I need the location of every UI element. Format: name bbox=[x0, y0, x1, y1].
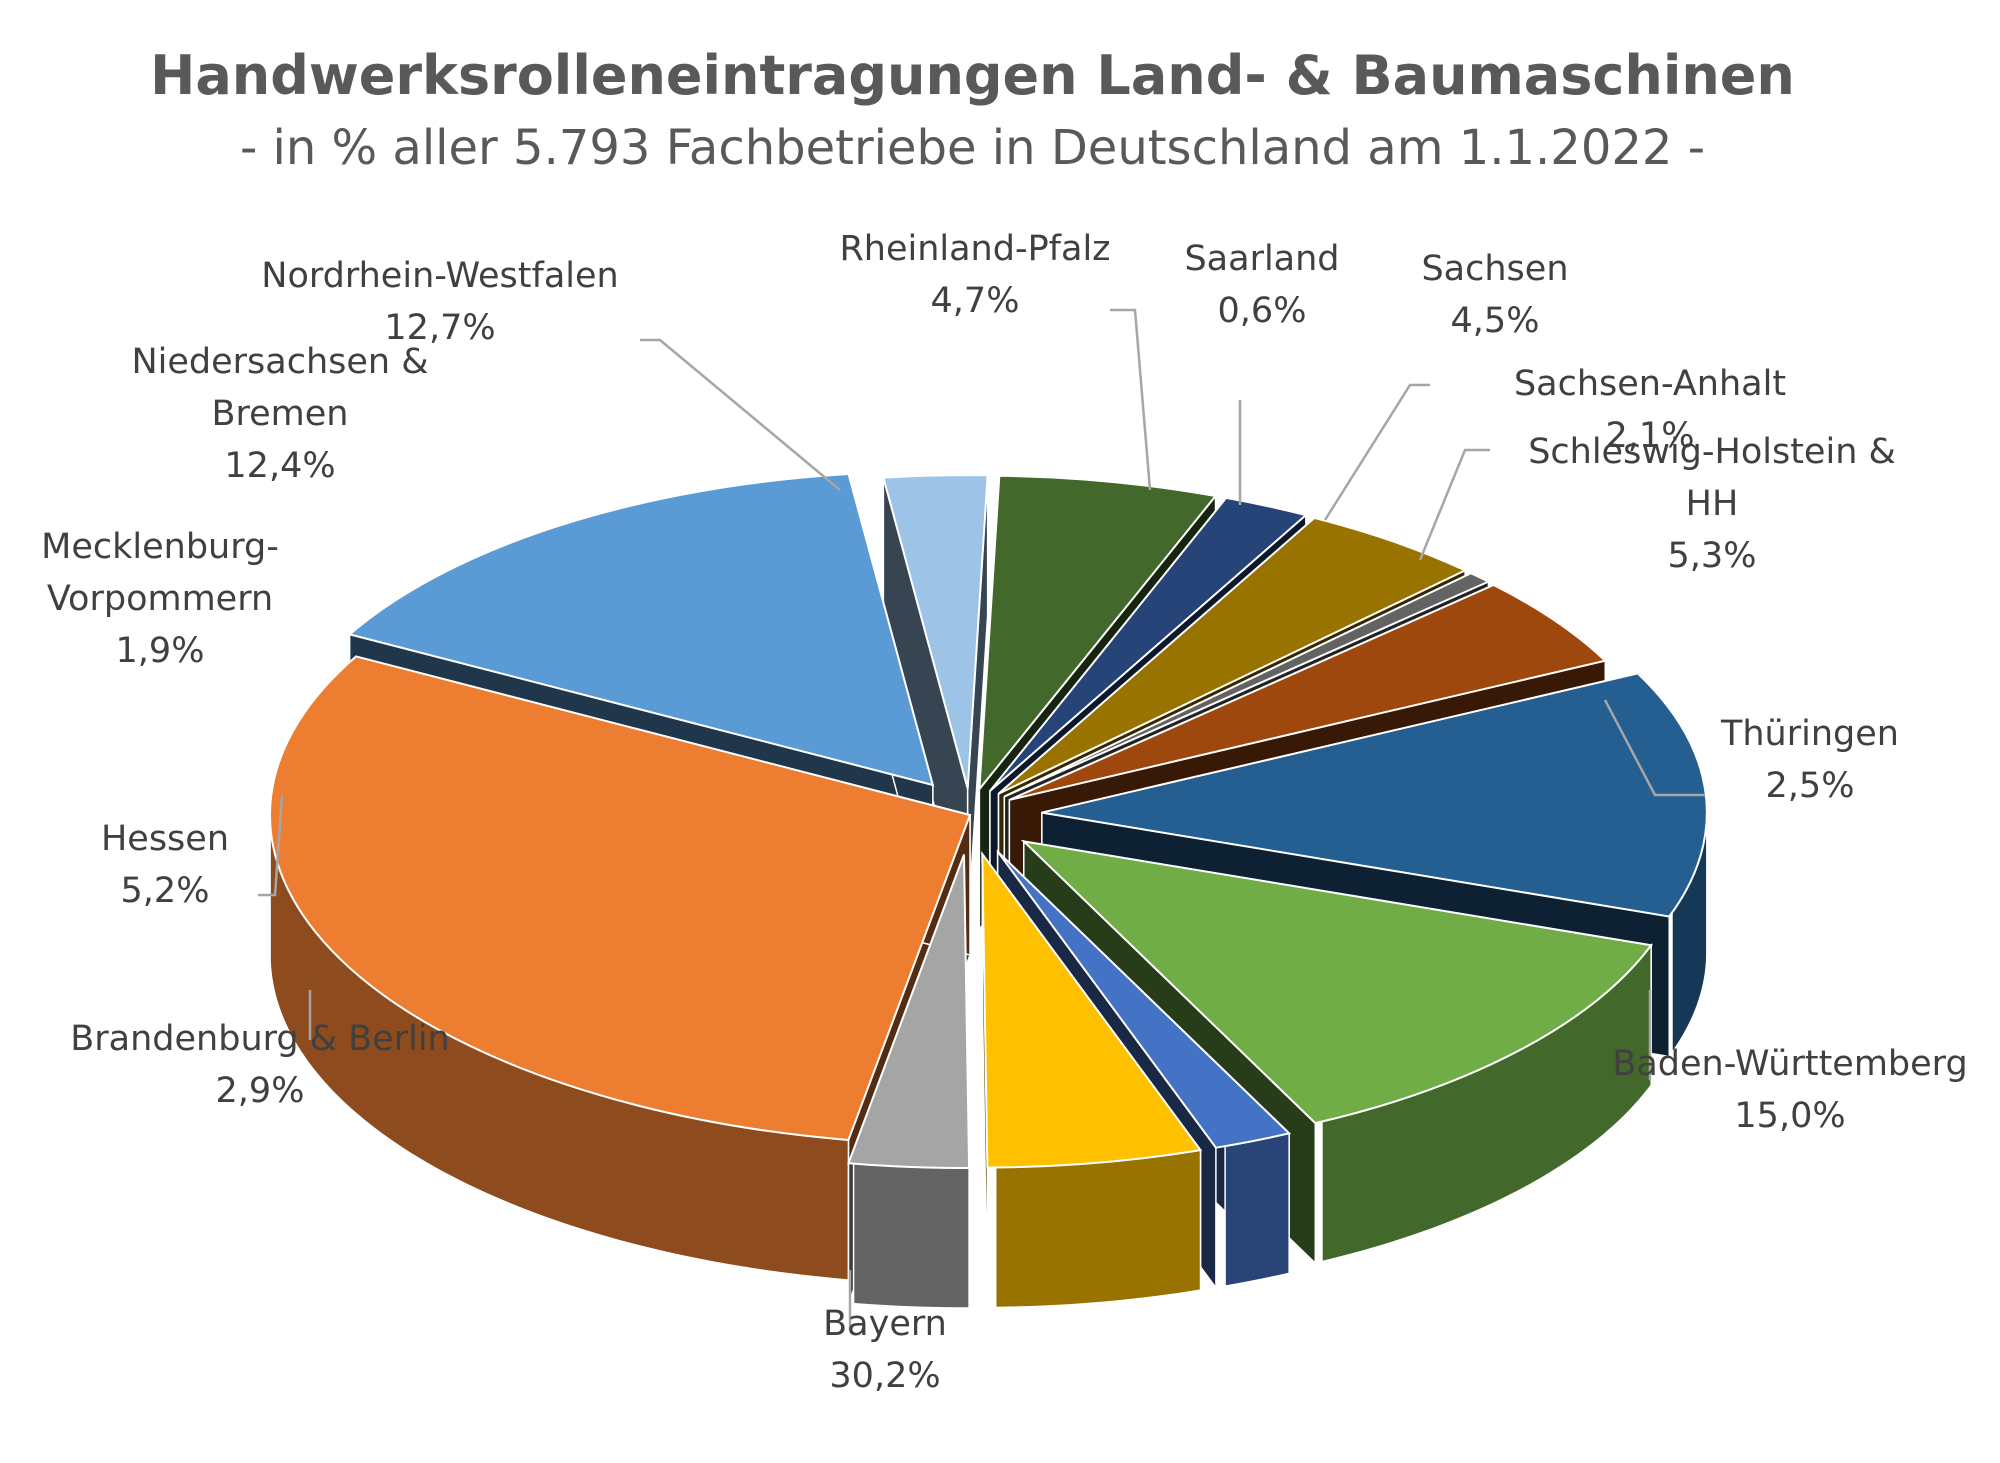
slice-value-nordrhein-westfalen: 12,7% bbox=[384, 308, 495, 348]
slice-label-hessen: Hessen bbox=[101, 819, 229, 859]
slice-label-bayern: Bayern bbox=[823, 1304, 947, 1344]
chart-title: Handwerksrolleneintragungen Land- & Baum… bbox=[150, 44, 1795, 107]
slice-label-mecklenburg-vorpommern: Mecklenburg- bbox=[41, 527, 279, 567]
chart-subtitle: - in % aller 5.793 Fachbetriebe in Deuts… bbox=[239, 120, 1706, 176]
slice-label-sachsen: Sachsen bbox=[1421, 249, 1568, 289]
leader-line-sachsen-anhalt bbox=[1418, 448, 1490, 561]
leader-line-sachsen bbox=[1323, 383, 1430, 521]
slice-value-sachsen: 4,5% bbox=[1451, 301, 1540, 341]
slice-value-schleswig-holstein-hh: 5,3% bbox=[1668, 536, 1757, 576]
pie-slice-hessen bbox=[981, 850, 1203, 1309]
leader-line-rheinland-pfalz bbox=[1110, 308, 1152, 491]
slice-label-niedersachsen-bremen: Niedersachsen & bbox=[131, 342, 428, 382]
slice-value-sachsen-anhalt: 2,1% bbox=[1606, 416, 1695, 456]
slice-label-nordrhein-westfalen: Nordrhein-Westfalen bbox=[261, 256, 618, 296]
slice-label-schleswig-holstein-hh: HH bbox=[1686, 484, 1739, 524]
leader-line-hessen bbox=[258, 794, 284, 897]
slice-label-rheinland-pfalz: Rheinland-Pfalz bbox=[839, 229, 1110, 269]
slice-value-niedersachsen-bremen: 12,4% bbox=[224, 446, 335, 486]
slice-value-mecklenburg-vorpommern: 1,9% bbox=[116, 631, 205, 671]
slice-value-baden-württemberg: 15,0% bbox=[1734, 1096, 1845, 1136]
slice-value-hessen: 5,2% bbox=[121, 871, 210, 911]
slice-label-baden-württemberg: Baden-Württemberg bbox=[1612, 1044, 1967, 1084]
leader-line-thüringen bbox=[1603, 699, 1705, 797]
slice-label-thüringen: Thüringen bbox=[1720, 714, 1899, 754]
slice-label-sachsen-anhalt: Sachsen-Anhalt bbox=[1514, 364, 1786, 404]
slice-label-brandenburg-berlin: Brandenburg & Berlin bbox=[70, 1019, 449, 1059]
slice-label-schleswig-holstein-hh: Schleswig-Holstein & bbox=[1528, 432, 1896, 472]
leader-line-nordrhein-westfalen bbox=[640, 338, 841, 491]
slice-label-mecklenburg-vorpommern: Vorpommern bbox=[47, 579, 273, 619]
slice-label-saarland: Saarland bbox=[1184, 239, 1339, 279]
pie-slice-brandenburg-berlin bbox=[847, 854, 971, 1309]
slice-value-thüringen: 2,5% bbox=[1766, 766, 1855, 806]
slice-label-niedersachsen-bremen: Bremen bbox=[212, 394, 349, 434]
slice-value-bayern: 30,2% bbox=[829, 1356, 940, 1396]
slice-value-rheinland-pfalz: 4,7% bbox=[931, 281, 1020, 321]
slice-value-saarland: 0,6% bbox=[1218, 291, 1307, 331]
slice-value-brandenburg-berlin: 2,9% bbox=[216, 1071, 305, 1111]
